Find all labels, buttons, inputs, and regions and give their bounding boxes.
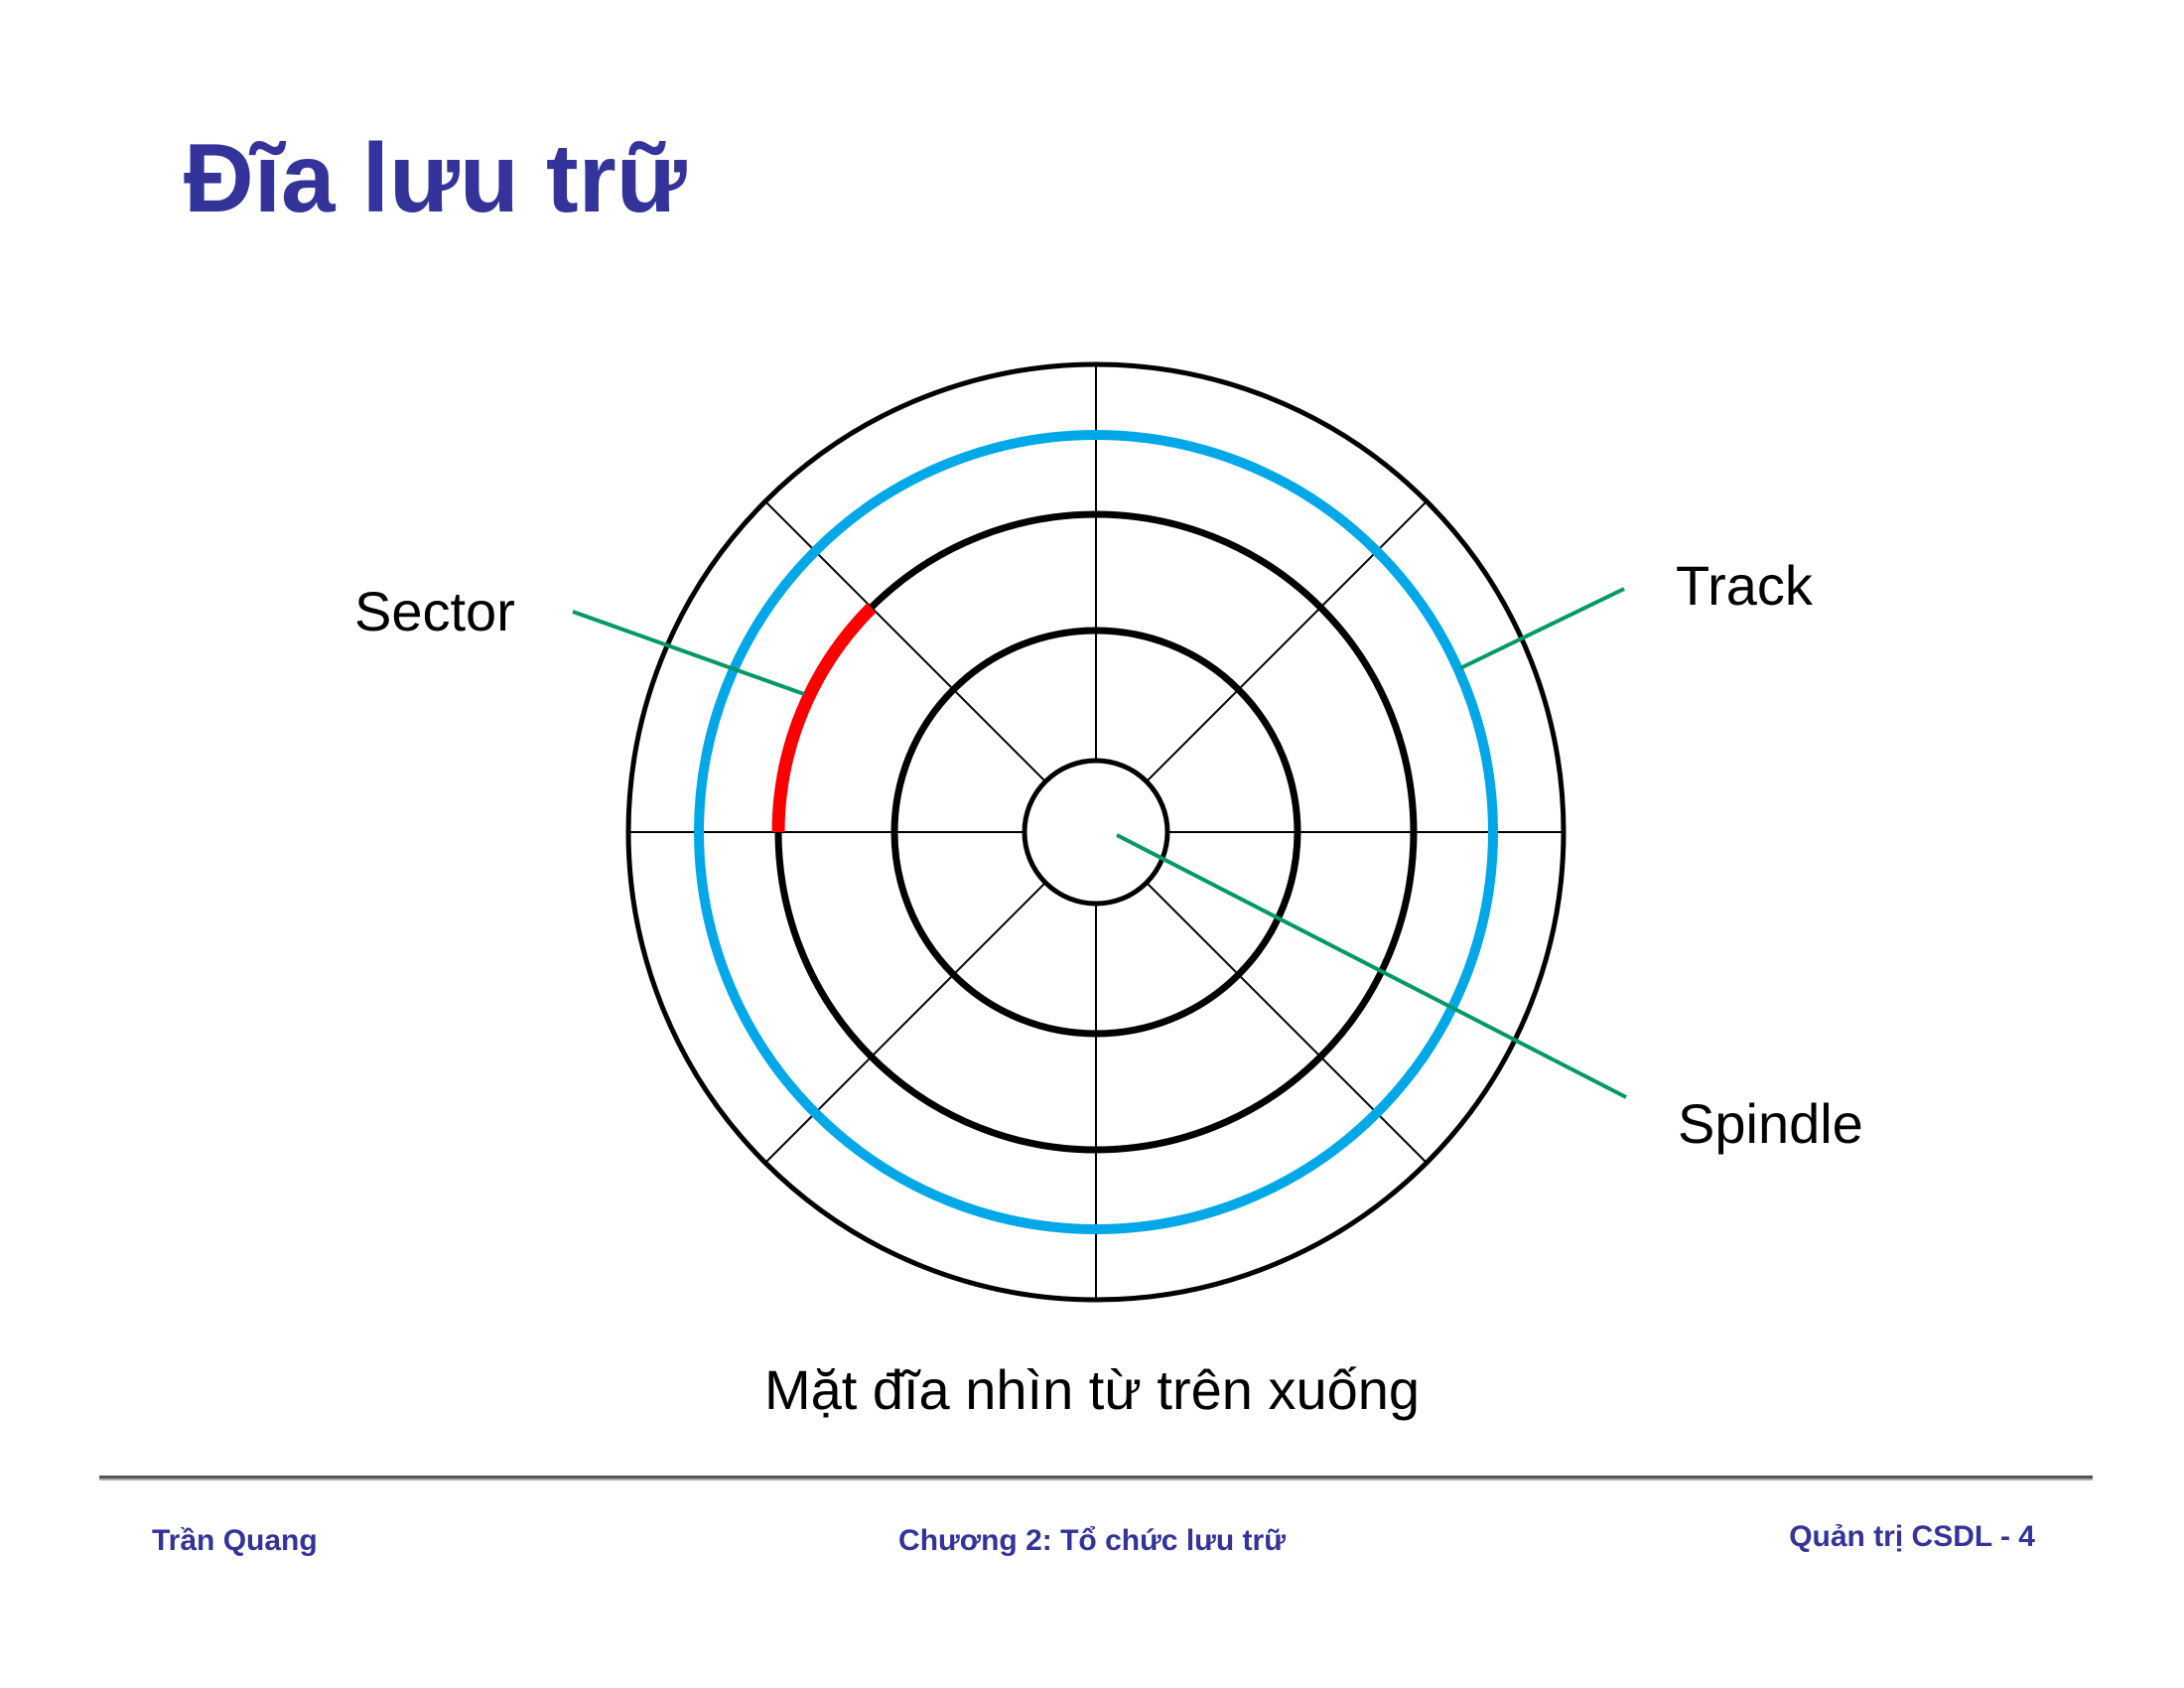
track-label: Track [1676,554,1813,617]
spindle-leader-line [1116,833,1627,1099]
slide-title: Đĩa lưu trữ [184,123,687,232]
highlighted-sector [771,603,877,833]
leader-lines [572,587,1627,1099]
spindle-hub [1022,758,1170,907]
sector-label: Sector [354,580,515,642]
track-ring-inner [890,627,1301,1038]
disk-outer-edge [625,361,1567,1303]
footer-author: Trần Quang [152,1524,318,1557]
track-leader-line [1459,587,1625,670]
footer-chapter: Chương 2: Tổ chức lưu trữ [898,1524,1286,1557]
diagram-caption: Mặt đĩa nhìn từ trên xuống [763,1358,1421,1421]
footer-page: Quản trị CSDL - 4 [1789,1520,2035,1553]
spindle-label: Spindle [1678,1092,1863,1155]
sector-leader-line [572,610,805,696]
highlighted-track [694,430,1498,1234]
footer-divider [99,1476,2093,1480]
